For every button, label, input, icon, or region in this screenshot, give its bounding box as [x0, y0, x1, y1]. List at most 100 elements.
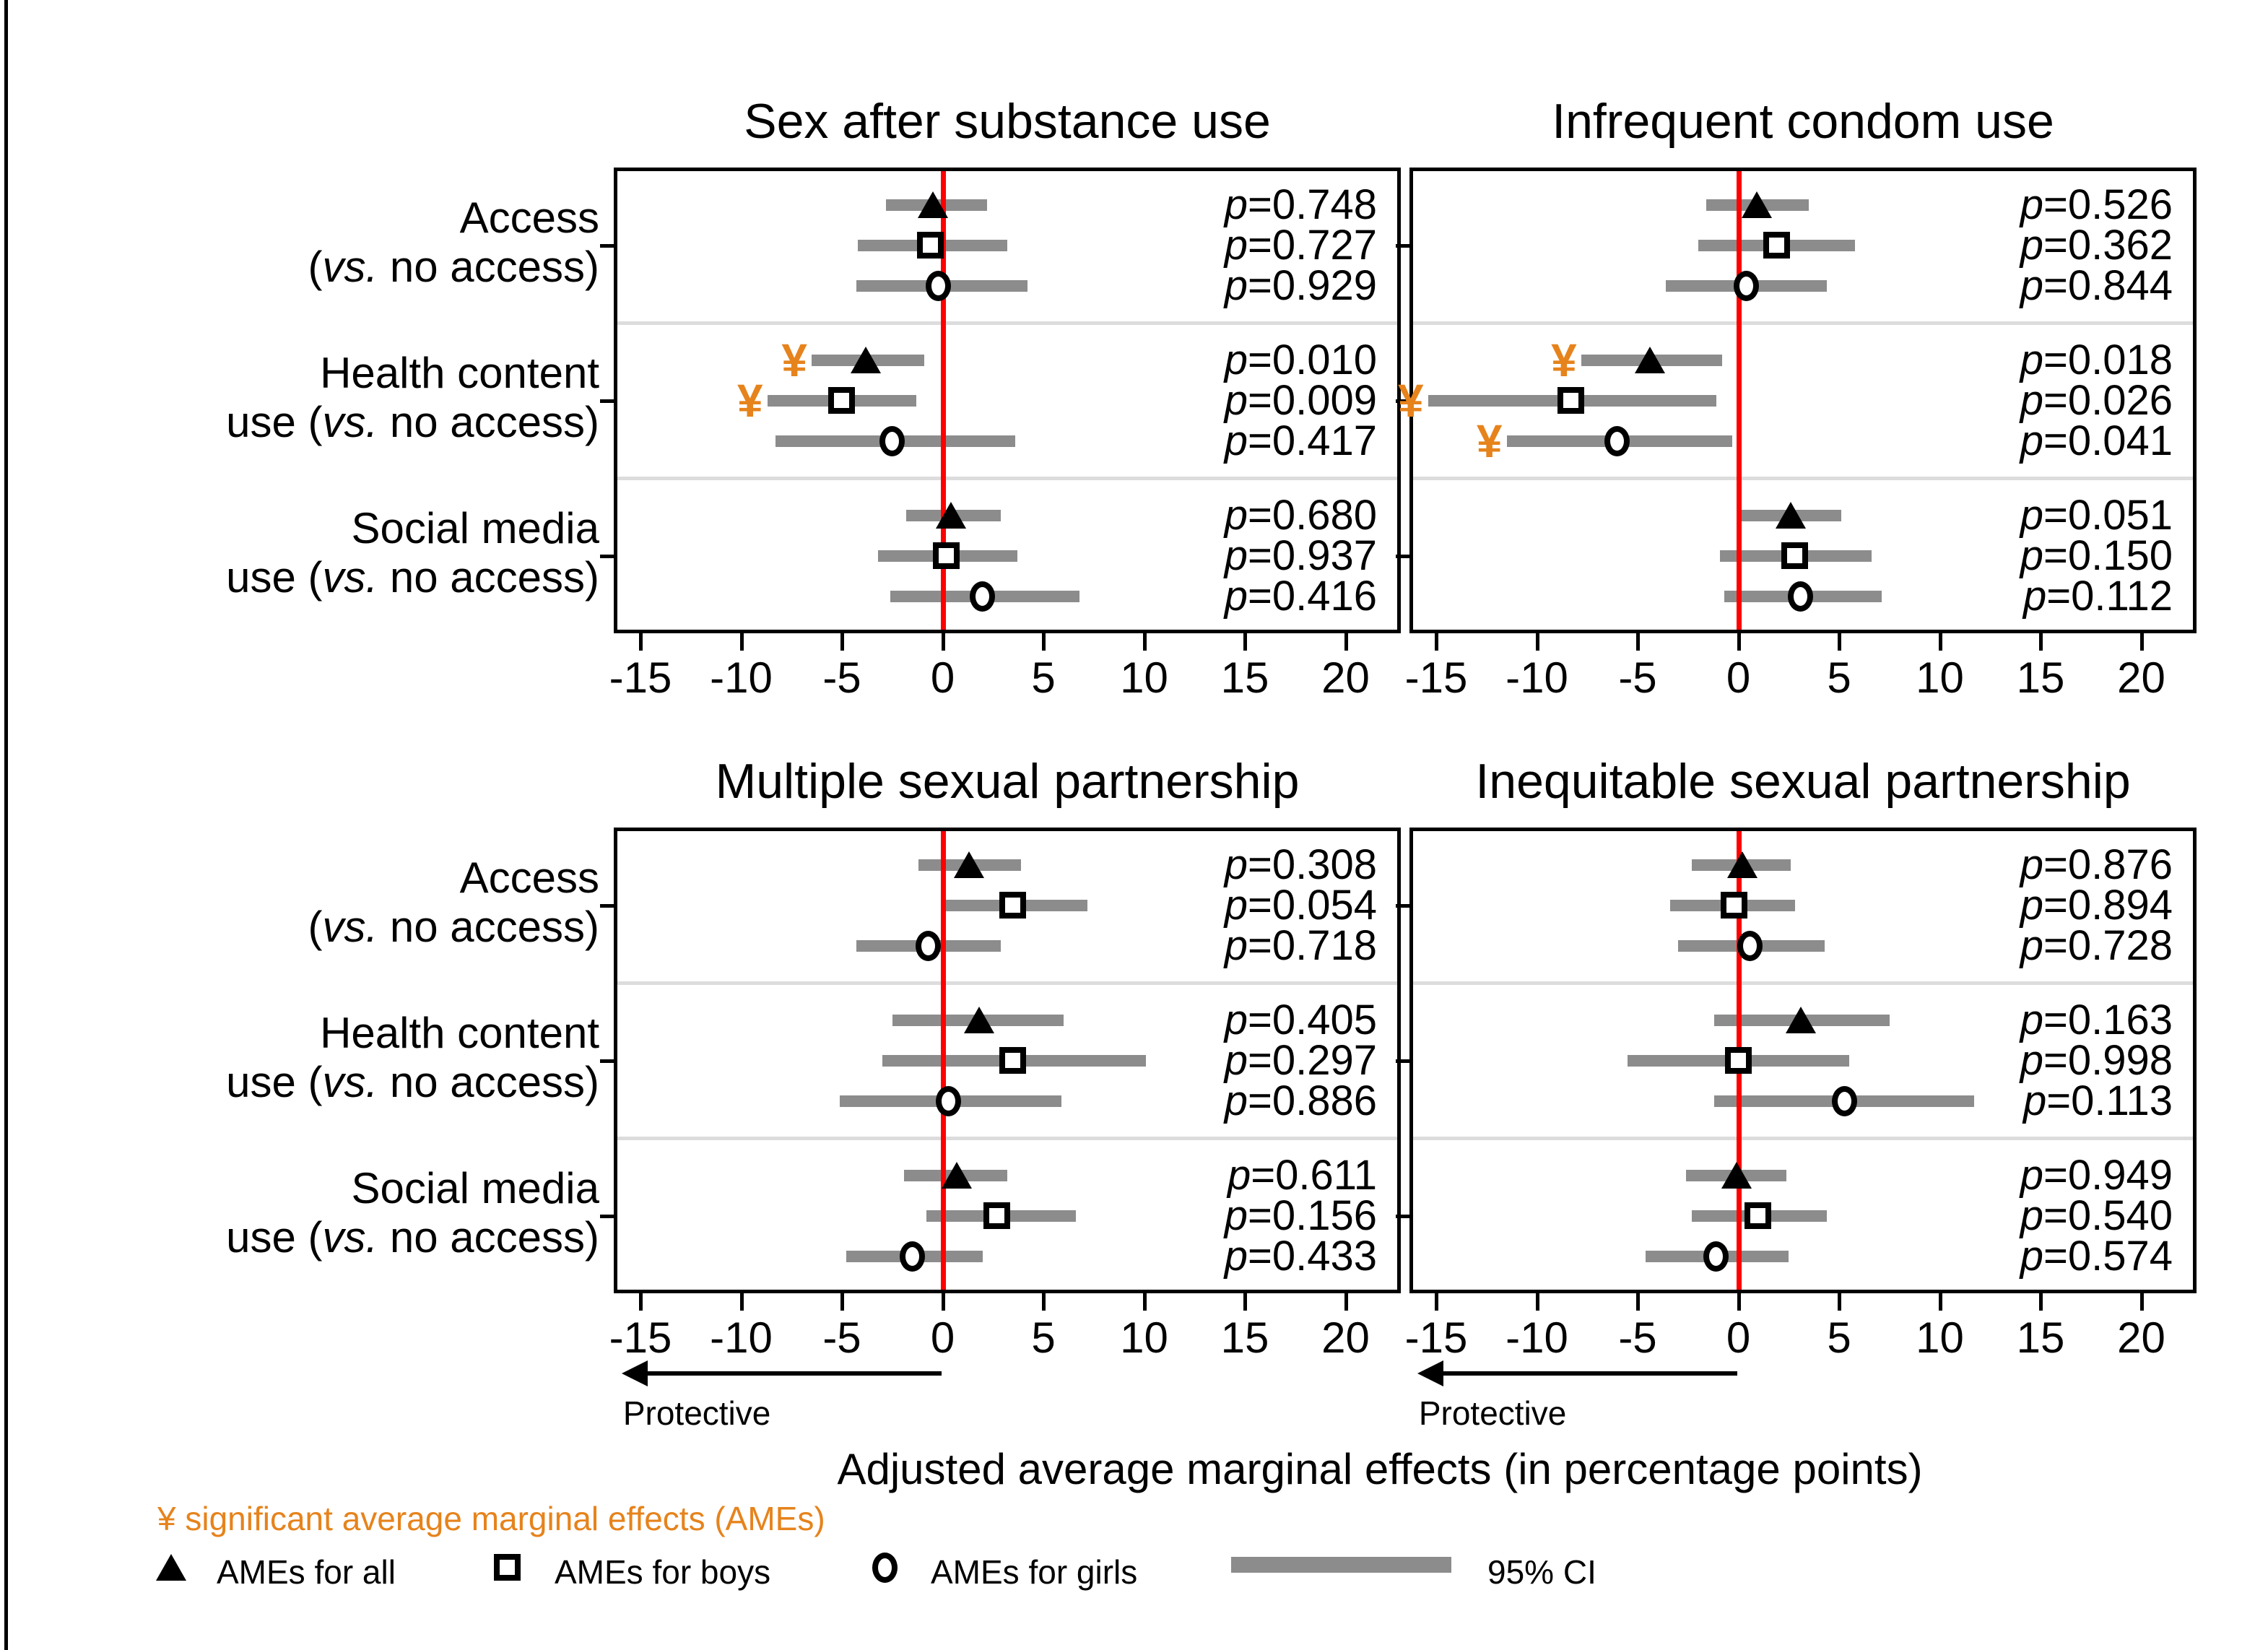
legend-label-ci: 95% CI	[1487, 1553, 1596, 1591]
x-axis-tick	[1435, 633, 1438, 651]
x-axis-tick	[1535, 1293, 1539, 1311]
x-axis-tick	[1042, 1293, 1046, 1311]
estimate-marker-girls	[915, 930, 941, 961]
estimate-marker-all	[1776, 501, 1807, 529]
x-axis-tick-label: 0	[1726, 1314, 1751, 1362]
x-axis-tick-label: 10	[1916, 654, 1964, 702]
p-value-label: p=0.526	[2020, 181, 2173, 228]
estimate-marker-all	[1721, 1161, 1752, 1189]
estimate-marker-girls	[925, 270, 951, 301]
group-label: Social media use (vs. no access)	[226, 1163, 599, 1262]
plot-area: p=0.748 p=0.727 p=0.929 ¥ p=0.010 ¥ p=0.009 p=0…	[600, 168, 1401, 700]
estimate-marker-boys	[1763, 231, 1790, 259]
group-divider	[617, 981, 1397, 985]
p-value-label: p=0.297	[1224, 1036, 1377, 1084]
protective-arrow-line	[646, 1371, 942, 1376]
x-axis-tick-label: -10	[710, 654, 773, 702]
x-axis-tick	[1938, 1293, 1942, 1311]
plot-area: p=0.876 p=0.894 p=0.728 p=0.163 p=0.998 p=0.1…	[1396, 828, 2197, 1430]
group-divider	[1413, 981, 2193, 985]
x-axis-tick-label: -10	[710, 1314, 773, 1362]
x-axis-tick-label: 15	[1220, 1314, 1269, 1362]
estimate-marker-girls	[1733, 270, 1759, 301]
p-value-label: p=0.009	[1224, 376, 1377, 424]
x-axis-tick	[739, 633, 744, 651]
x-axis-tick	[941, 633, 945, 651]
y-axis-tick	[1396, 1214, 1413, 1218]
p-value-label: p=0.728	[2020, 921, 2173, 969]
p-value-label: p=0.308	[1224, 841, 1377, 888]
p-value-label: p=0.026	[2020, 376, 2173, 424]
p-value-label: p=0.998	[2020, 1036, 2173, 1084]
group-divider	[1413, 477, 2193, 480]
panel-inequitable-sexual-partnership: Inequitable sexual partnership p=0.876 p=…	[1396, 755, 2197, 1430]
p-value-label: p=0.540	[2020, 1191, 2173, 1239]
y-axis-tick	[1396, 1059, 1413, 1063]
significant-yen-mark: ¥	[1551, 334, 1577, 386]
estimate-marker-all	[1634, 346, 1665, 373]
x-axis-tick	[1042, 633, 1046, 651]
group-divider	[617, 477, 1397, 480]
panel-title: Infrequent condom use	[1552, 94, 2054, 149]
p-value-label: p=0.748	[1224, 181, 1377, 228]
panel-title: Multiple sexual partnership	[715, 754, 1300, 809]
p-value-label: p=0.611	[1228, 1151, 1377, 1199]
x-axis-tick	[1737, 633, 1741, 651]
zero-reference-line	[940, 171, 946, 630]
x-axis-tick	[840, 633, 844, 651]
x-axis-tick-label: -5	[822, 654, 861, 702]
plot-area: p=0.308 p=0.054 p=0.718 p=0.405 p=0.297 p=0.8…	[600, 828, 1401, 1430]
y-axis-tick	[1396, 243, 1413, 248]
x-axis-tick-label: 15	[2016, 1314, 2065, 1362]
estimate-marker-girls	[879, 425, 905, 456]
y-axis-tick	[1396, 554, 1413, 558]
p-value-label: p=0.041	[2020, 417, 2173, 464]
group-label: Social media use (vs. no access)	[226, 503, 599, 602]
group-label: Health content use (vs. no access)	[226, 1008, 599, 1106]
p-value-label: p=0.894	[2020, 881, 2173, 929]
x-axis-tick	[1737, 1293, 1741, 1311]
x-axis-tick-label: -10	[1506, 1314, 1568, 1362]
estimate-marker-all	[1741, 191, 1772, 218]
estimate-marker-girls	[1832, 1085, 1858, 1116]
x-axis-tick	[2139, 1293, 2144, 1311]
x-axis-tick-label: 0	[930, 654, 955, 702]
x-axis-tick	[1142, 1293, 1147, 1311]
group-divider	[1413, 321, 2193, 325]
x-axis-tick	[1344, 1293, 1348, 1311]
y-axis-tick	[1396, 903, 1413, 908]
x-axis-tick-label: -15	[609, 1314, 672, 1362]
protective-label: Protective	[1418, 1394, 1567, 1432]
p-value-label: p=0.929	[1224, 261, 1377, 309]
estimate-marker-girls	[970, 581, 996, 612]
zero-reference-line	[940, 831, 946, 1290]
x-axis-tick-label: 20	[1321, 654, 1370, 702]
y-axis-tick	[600, 1059, 617, 1063]
p-value-label: p=0.680	[1224, 491, 1377, 539]
y-axis-tick	[1396, 399, 1413, 403]
estimate-marker-girls	[899, 1241, 925, 1272]
significant-yen-mark: ¥	[1398, 374, 1424, 427]
p-value-label: p=0.054	[1224, 881, 1377, 929]
protective-label: Protective	[622, 1394, 771, 1432]
estimate-marker-boys	[933, 542, 960, 569]
p-value-label: p=0.362	[2020, 221, 2173, 269]
estimate-marker-boys	[999, 1046, 1027, 1074]
p-value-label: p=0.876	[2020, 841, 2173, 888]
x-axis-tick-label: -15	[609, 654, 672, 702]
panel-title: Sex after substance use	[744, 94, 1271, 149]
legend-significance-note: ¥ significant average marginal effects (…	[157, 1500, 825, 1537]
legend-label-all: AMEs for all	[217, 1553, 396, 1591]
p-value-label: p=0.417	[1224, 417, 1377, 464]
estimate-marker-boys	[1745, 1202, 1772, 1229]
p-value-label: p=0.405	[1224, 996, 1377, 1043]
estimate-marker-boys	[828, 386, 855, 414]
group-divider	[617, 321, 1397, 325]
p-value-label: p=0.433	[1224, 1232, 1377, 1280]
protective-arrow-head	[621, 1360, 648, 1386]
x-axis-tick-label: 10	[1120, 654, 1168, 702]
estimate-marker-all	[1785, 1006, 1816, 1033]
group-divider	[1413, 1137, 2193, 1140]
plot-area: p=0.526 p=0.362 p=0.844 ¥ p=0.018 ¥ p=0.026 ¥ p=…	[1396, 168, 2197, 700]
